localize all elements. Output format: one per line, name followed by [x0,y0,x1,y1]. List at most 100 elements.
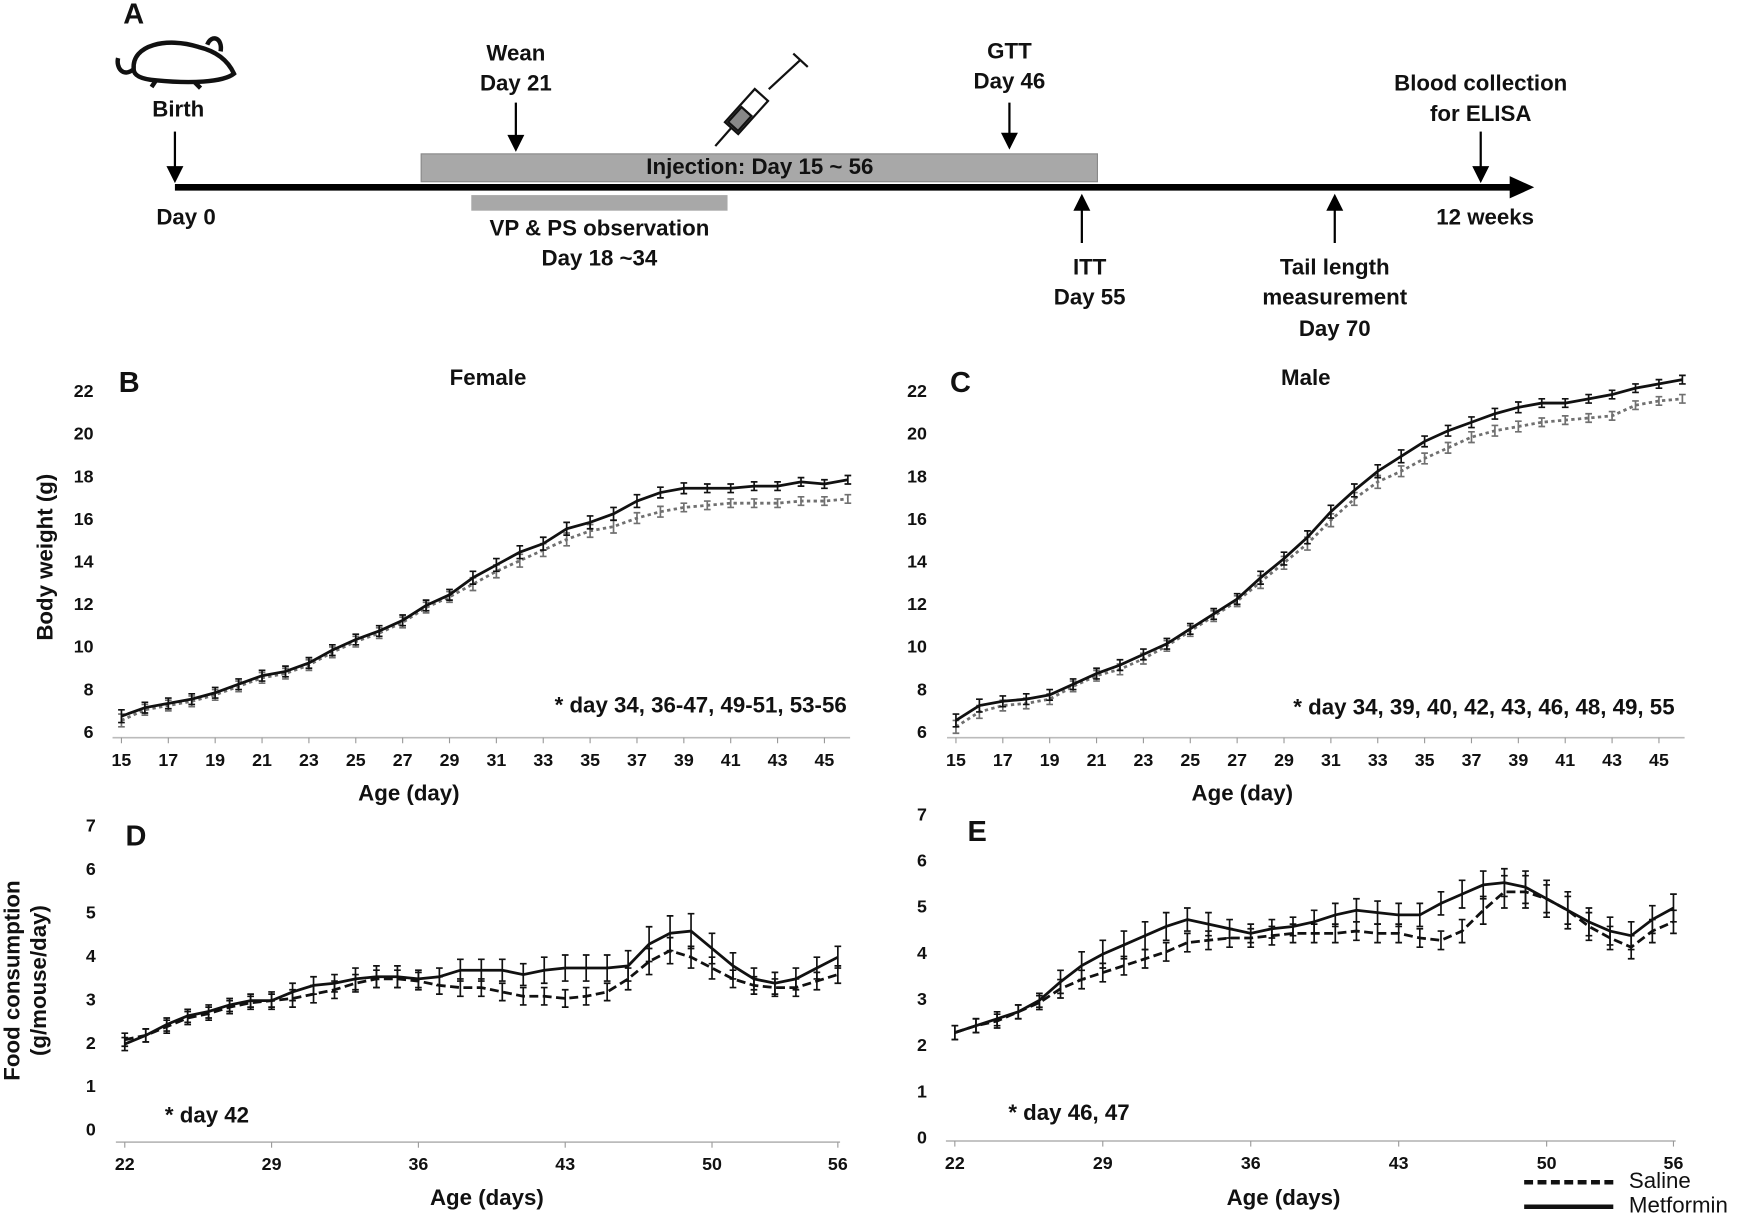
x-tick-label: 17 [158,750,178,770]
event-label: VP & PS observation [489,216,709,241]
y-tick-label: 3 [917,989,927,1009]
error-bar [1632,400,1639,411]
y-tick-label: 20 [907,424,927,444]
x-tick-label: 29 [262,1154,282,1174]
error-bar [844,493,852,505]
panel-label: E [967,816,986,848]
error-bar [774,498,781,509]
error-bar [1183,932,1191,953]
event-label: Day 55 [1054,285,1126,310]
x-tick-label: 39 [1508,750,1528,770]
x-tick-label: 45 [815,750,835,770]
x-tick-label: 19 [205,750,225,770]
x-tick-label: 33 [1368,750,1388,770]
observation-bar [471,195,728,211]
y-tick-label: 6 [917,722,927,742]
y-tick-label: 7 [86,816,96,836]
x-tick-label: 39 [674,750,694,770]
chart-title: Female [450,365,527,390]
panel-label: D [125,821,146,853]
annotation: * day 42 [165,1102,249,1127]
x-tick-label: 21 [252,750,272,770]
x-tick-label: 43 [768,750,788,770]
x-tick-label: 36 [408,1154,428,1174]
series-line [954,881,1675,1034]
event-arrows [166,102,1490,243]
annotation: * day 46, 47 [1008,1100,1129,1125]
error-bar [951,1024,959,1041]
y-tick-label: 0 [86,1120,96,1140]
y-axis-label: Food consumption [0,880,24,1080]
event-label: Day 18 ~34 [542,246,658,271]
x-tick-label: 35 [580,750,600,770]
y-tick-label: 2 [86,1033,96,1053]
error-bar [657,505,664,518]
series-line [955,378,1683,722]
y-tick-label: 8 [84,679,94,699]
x-tick-label: 43 [1389,1153,1409,1173]
error-bar [118,708,125,724]
event-label: ITT [1073,255,1107,280]
panel-label: C [950,367,971,399]
event-label: Day 0 [156,204,215,229]
x-tick-label: 27 [1227,750,1247,770]
y-tick-label: 4 [86,946,96,966]
x-tick-label: 37 [1462,750,1482,770]
y-tick-label: 22 [907,381,927,401]
x-tick-label: 50 [702,1154,722,1174]
event-label: Day 21 [480,71,552,96]
y-tick-label: 6 [84,722,94,742]
x-axis-label: Age (days) [430,1185,544,1210]
y-tick-label: 14 [907,552,927,572]
error-bar [952,713,960,728]
syringe-icon [714,52,809,147]
x-tick-label: 19 [1040,750,1060,770]
error-bar [1585,412,1592,424]
annotation: * day 34, 36-47, 49-51, 53-56 [555,692,847,717]
y-tick-label: 2 [917,1035,927,1055]
y-tick-label: 18 [74,466,94,486]
x-tick-label: 50 [1537,1153,1557,1173]
x-tick-label: 15 [112,750,132,770]
x-tick-label: 41 [1555,750,1575,770]
y-tick-label: 5 [86,902,96,922]
chart: B Female Age (day) Body weight (g) * day 34,… [33,365,852,805]
y-tick-label: 5 [917,897,927,917]
error-bar [1468,430,1475,444]
x-tick-label: 21 [1087,750,1107,770]
event-label: Day 70 [1299,316,1371,341]
x-tick-label: 31 [1321,750,1341,770]
x-tick-label: 25 [1180,750,1200,770]
x-tick-label: 45 [1649,750,1669,770]
error-bar [680,502,688,513]
injection-label: Injection: Day 15 ~ 56 [646,154,873,179]
timeline-arrowhead [1509,176,1535,199]
x-tick-label: 37 [627,750,647,770]
y-tick-label: 12 [907,594,927,614]
x-tick-label: 27 [393,750,413,770]
x-tick-label: 23 [1133,750,1153,770]
x-axis-label: Age (days) [1227,1185,1341,1210]
y-tick-label: 6 [917,851,927,871]
series-line [955,397,1683,729]
x-tick-label: 29 [1274,750,1294,770]
error-bar [821,495,828,507]
chart-title: Male [1281,365,1331,390]
chart: D Age (days) Food consumption (g/mouse/day)… [0,816,848,1210]
x-tick-label: 22 [945,1153,965,1173]
y-tick-label: 1 [86,1076,96,1096]
x-tick-label: 36 [1241,1153,1261,1173]
y-tick-label: 1 [917,1081,927,1101]
x-tick-label: 35 [1415,750,1435,770]
y-tick-label: 22 [74,381,94,401]
event-label: 12 weeks [1436,204,1534,229]
y-tick-label: 16 [907,509,927,529]
error-bar [727,498,735,509]
legend-label: Saline [1629,1168,1691,1193]
mouse-icon [115,36,237,90]
error-bar [498,982,506,1002]
injection-bar [420,153,1099,183]
y-tick-label: 12 [74,594,94,614]
y-axis-label: (g/mouse/day) [26,905,51,1056]
